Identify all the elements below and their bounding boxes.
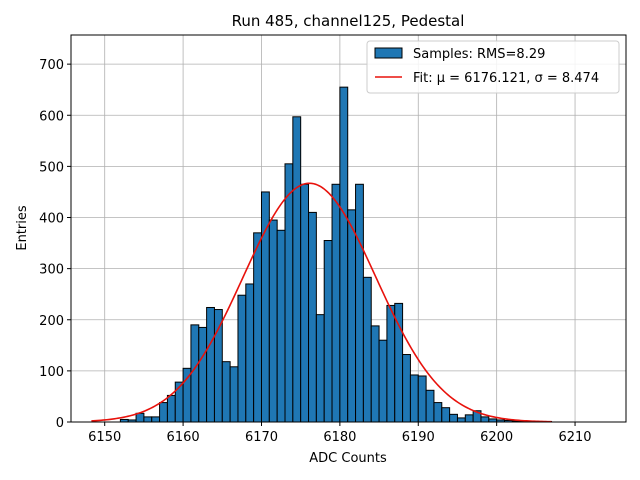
y-axis-ticks: 0 100 200 300 400 500 600 700 <box>39 58 71 431</box>
y-tick-label: 400 <box>39 212 64 227</box>
histogram-bar <box>402 354 411 423</box>
legend-box <box>366 40 620 94</box>
histogram-bar <box>151 416 161 423</box>
histogram-bar <box>339 86 349 423</box>
histogram-bar <box>268 219 278 423</box>
x-tick-label: 6200 <box>480 430 513 445</box>
histogram-bar <box>213 309 223 423</box>
histogram-bar <box>253 232 262 423</box>
histogram-bar <box>206 306 215 423</box>
histogram-bar <box>425 389 435 423</box>
histogram-bar <box>417 375 427 423</box>
x-tick-label: 6210 <box>558 430 591 445</box>
y-tick-label: 100 <box>39 365 64 380</box>
histogram-bar <box>370 325 380 423</box>
histogram-bar <box>190 324 200 423</box>
histogram-bar <box>308 211 317 423</box>
histogram-bar <box>347 209 357 423</box>
histogram-bar <box>323 240 333 423</box>
y-axis-label: Entries <box>15 205 30 251</box>
histogram-bar <box>182 367 192 423</box>
histogram-bar <box>355 183 364 423</box>
histogram-bar <box>449 413 458 423</box>
x-tick-label: 6150 <box>88 430 121 445</box>
histogram-bars <box>119 86 553 423</box>
histogram-bar <box>237 294 247 423</box>
histogram-bar <box>276 229 286 423</box>
chart-title: Run 485, channel125, Pedestal <box>232 12 465 30</box>
histogram-bar <box>166 394 176 423</box>
y-tick-label: 200 <box>39 314 64 329</box>
fit-curve <box>91 182 552 423</box>
y-tick-label: 500 <box>39 160 64 175</box>
histogram-bar <box>409 374 419 423</box>
histogram-bar <box>229 366 239 423</box>
legend-label-samples: Samples: RMS=8.29 <box>413 47 545 62</box>
x-tick-label: 6190 <box>402 430 435 445</box>
y-tick-label: 700 <box>39 58 64 73</box>
legend-swatch-samples <box>374 47 403 59</box>
histogram-bar <box>300 183 310 423</box>
histogram-bar <box>143 416 153 423</box>
legend-label-fit: Fit: μ = 6176.121, σ = 8.474 <box>413 71 599 86</box>
x-tick-label: 6170 <box>245 430 278 445</box>
histogram-bar <box>292 116 302 423</box>
histogram-bar <box>284 163 294 423</box>
x-axis-label: ADC Counts <box>309 451 387 466</box>
y-tick-label: 0 <box>56 416 64 431</box>
y-tick-label: 300 <box>39 263 64 278</box>
x-tick-label: 6160 <box>167 430 200 445</box>
histogram-bar <box>441 407 451 423</box>
x-axis-ticks: 6150 6160 6170 6180 6190 6200 6210 <box>88 422 592 445</box>
histogram-bar <box>456 417 466 423</box>
histogram-bar <box>378 339 388 423</box>
histogram-bar <box>480 416 490 423</box>
legend: Samples: RMS=8.29 Fit: μ = 6176.121, σ =… <box>366 40 620 94</box>
histogram-bar <box>135 412 145 423</box>
histogram-bar <box>221 361 231 423</box>
histogram-bar <box>386 304 396 423</box>
histogram-bar <box>331 183 341 423</box>
histogram-bar <box>433 402 443 423</box>
histogram-bar <box>464 414 474 423</box>
x-tick-label: 6180 <box>323 430 356 445</box>
plot-frame <box>70 34 627 423</box>
histogram-bar <box>245 283 255 423</box>
histogram-bar <box>315 314 325 423</box>
histogram-bar <box>159 402 168 423</box>
histogram-bar <box>198 326 208 423</box>
histogram-bar <box>362 276 372 423</box>
y-tick-label: 600 <box>39 109 64 124</box>
